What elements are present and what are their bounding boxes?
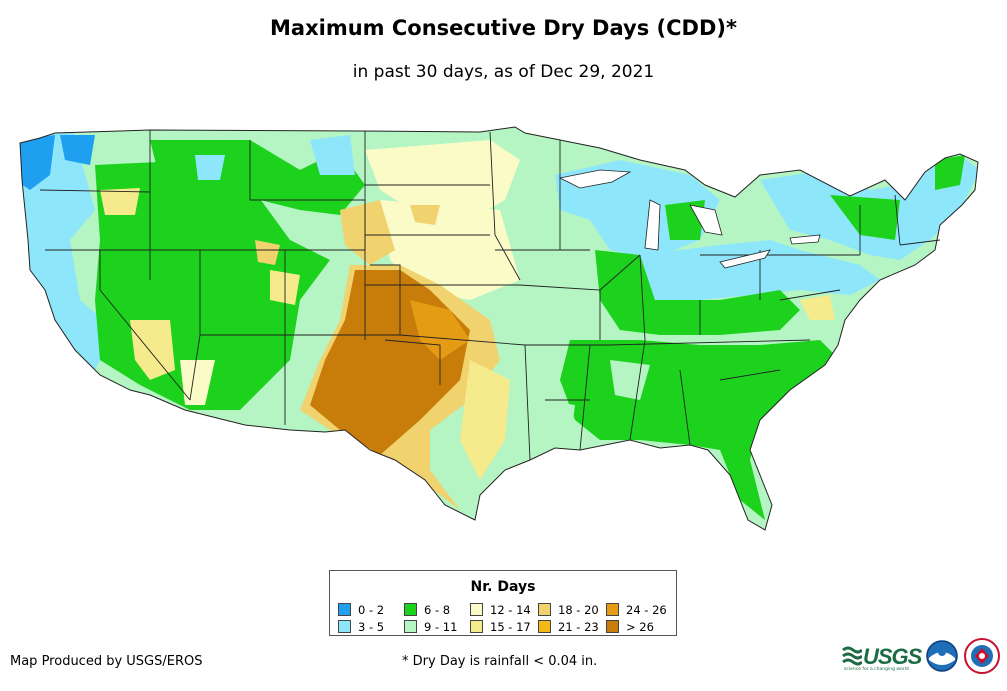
legend-item: 18 - 20 — [538, 601, 606, 618]
legend-item: 3 - 5 — [338, 618, 404, 635]
map-credit: Map Produced by USGS/EROS — [10, 654, 203, 669]
legend-swatch — [606, 603, 619, 616]
legend-item: 24 - 26 — [606, 601, 674, 618]
legend-swatch — [470, 620, 483, 633]
legend-label: 6 - 8 — [424, 602, 451, 617]
legend-label: 18 - 20 — [558, 602, 599, 617]
legend-item: 6 - 8 — [404, 601, 470, 618]
legend-item: > 26 — [606, 618, 674, 635]
nws-logo-icon — [964, 638, 1000, 674]
usgs-logo-tagline: science for a changing world — [844, 667, 909, 672]
legend: Nr. Days 0 - 2 3 - 5 6 - 8 9 - 11 12 - 14 15 … — [329, 570, 677, 636]
legend-label: 0 - 2 — [358, 602, 385, 617]
legend-label: 3 - 5 — [358, 619, 385, 634]
legend-title: Nr. Days — [470, 579, 536, 595]
legend-item: 12 - 14 — [470, 601, 538, 618]
legend-swatch — [538, 603, 551, 616]
legend-swatch — [404, 620, 417, 633]
legend-item: 15 - 17 — [470, 618, 538, 635]
usgs-logo: USGS — [863, 644, 922, 669]
legend-label: 24 - 26 — [626, 602, 667, 617]
agency-logos: USGS science for a changing world — [842, 636, 1002, 676]
map-title: Maximum Consecutive Dry Days (CDD)* — [270, 16, 737, 40]
cdd-color-field — [20, 127, 978, 530]
legend-label: 21 - 23 — [558, 619, 599, 634]
legend-label: 12 - 14 — [490, 602, 531, 617]
legend-items: 0 - 2 3 - 5 6 - 8 9 - 11 12 - 14 15 - 17 18 - … — [338, 601, 674, 635]
legend-swatch — [538, 620, 551, 633]
us-cdd-map — [19, 126, 979, 531]
legend-label: > 26 — [626, 619, 654, 634]
legend-item: 0 - 2 — [338, 601, 404, 618]
legend-item: 21 - 23 — [538, 618, 606, 635]
great-lakes — [558, 169, 821, 269]
dry-day-footnote: * Dry Day is rainfall < 0.04 in. — [402, 654, 598, 669]
legend-swatch — [470, 603, 483, 616]
legend-swatch — [606, 620, 619, 633]
us-outline — [19, 126, 979, 531]
map-subtitle: in past 30 days, as of Dec 29, 2021 — [352, 62, 655, 82]
legend-swatch — [338, 620, 351, 633]
legend-label: 9 - 11 — [424, 619, 458, 634]
legend-item: 9 - 11 — [404, 618, 470, 635]
legend-swatch — [404, 603, 417, 616]
usgs-wave-icon — [842, 646, 862, 666]
legend-label: 15 - 17 — [490, 619, 531, 634]
legend-swatch — [338, 603, 351, 616]
noaa-logo-icon — [926, 640, 958, 672]
